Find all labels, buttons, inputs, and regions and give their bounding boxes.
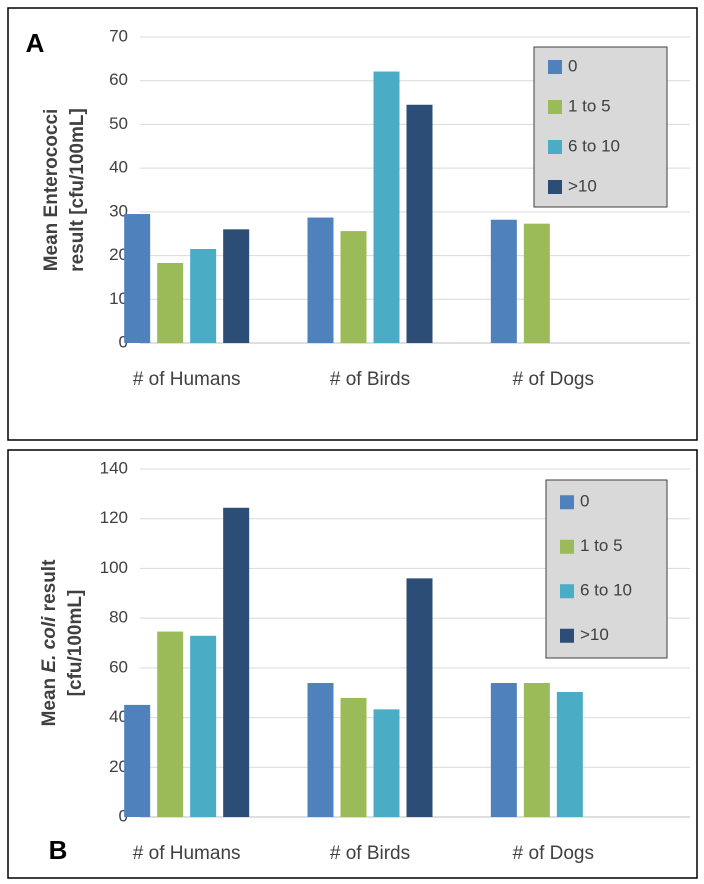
y-tick-label: 10 bbox=[109, 289, 128, 308]
x-tick-label: # of Birds bbox=[330, 843, 410, 864]
bar bbox=[406, 104, 433, 343]
bar bbox=[307, 217, 334, 343]
y-tick-label: 0 bbox=[119, 806, 128, 825]
panel-label: B bbox=[49, 835, 68, 865]
x-tick-label: # of Dogs bbox=[513, 369, 594, 390]
bar bbox=[490, 219, 517, 343]
y-tick-label: 140 bbox=[100, 458, 128, 477]
panel-label: A bbox=[26, 28, 45, 58]
y-axis-label-part: result [cfu/100mL] bbox=[67, 108, 88, 272]
y-tick-label: 120 bbox=[100, 508, 128, 527]
bar bbox=[157, 631, 184, 817]
legend-label: 6 to 10 bbox=[568, 136, 620, 155]
y-tick-label: 50 bbox=[109, 114, 128, 133]
y-axis-label-part: Mean Enterococci bbox=[41, 109, 62, 272]
bar bbox=[373, 71, 400, 343]
bar bbox=[307, 683, 334, 817]
x-tick-label: # of Dogs bbox=[513, 843, 594, 864]
bar bbox=[340, 697, 367, 817]
y-tick-label: 20 bbox=[109, 245, 128, 264]
bar bbox=[190, 635, 217, 817]
y-axis-label-part: E. coli bbox=[39, 616, 60, 673]
bar bbox=[124, 704, 151, 817]
y-axis-label: Mean E. coli result bbox=[39, 559, 60, 727]
x-tick-label: # of Birds bbox=[330, 369, 410, 390]
y-tick-label: 70 bbox=[109, 26, 128, 45]
bar bbox=[406, 578, 433, 817]
x-tick-label: # of Humans bbox=[133, 843, 241, 864]
bar bbox=[124, 214, 151, 343]
bar bbox=[556, 691, 583, 817]
y-axis-label: Mean Enterococci bbox=[41, 109, 62, 272]
bar bbox=[373, 709, 400, 817]
y-tick-label: 40 bbox=[109, 158, 128, 177]
legend-swatch bbox=[548, 60, 562, 74]
legend-box bbox=[545, 479, 668, 659]
panel-border bbox=[7, 449, 698, 879]
y-axis-label-part: result bbox=[39, 559, 60, 617]
y-tick-label: 30 bbox=[109, 201, 128, 220]
bar bbox=[157, 263, 184, 343]
legend-swatch bbox=[560, 539, 574, 554]
y-tick-label: 40 bbox=[109, 707, 128, 726]
y-axis-label-part: Mean bbox=[39, 673, 60, 727]
bar bbox=[340, 231, 367, 343]
legend-label: 1 to 5 bbox=[580, 536, 623, 555]
y-tick-label: 60 bbox=[109, 657, 128, 676]
x-tick-label: # of Humans bbox=[133, 369, 241, 390]
panel-border bbox=[7, 7, 698, 441]
legend-swatch bbox=[548, 100, 562, 114]
legend-swatch bbox=[548, 140, 562, 154]
legend-swatch bbox=[560, 628, 574, 643]
legend-swatch bbox=[548, 180, 562, 194]
legend-label: >10 bbox=[580, 625, 609, 644]
y-axis-label: [cfu/100mL] bbox=[65, 590, 86, 697]
y-axis-label-part: [cfu/100mL] bbox=[65, 590, 86, 697]
legend-swatch bbox=[560, 584, 574, 599]
legend-label: 0 bbox=[580, 492, 589, 511]
bar bbox=[190, 249, 217, 343]
bar bbox=[490, 683, 517, 817]
legend-label: 0 bbox=[568, 56, 577, 75]
legend-swatch bbox=[560, 495, 574, 510]
bar bbox=[223, 507, 250, 817]
y-tick-label: 80 bbox=[109, 608, 128, 627]
legend-label: >10 bbox=[568, 176, 597, 195]
bar bbox=[523, 223, 550, 343]
y-tick-label: 0 bbox=[119, 332, 128, 351]
y-tick-label: 20 bbox=[109, 757, 128, 776]
y-axis-label: result [cfu/100mL] bbox=[67, 108, 88, 272]
y-tick-label: 60 bbox=[109, 70, 128, 89]
legend-label: 1 to 5 bbox=[568, 96, 611, 115]
legend-label: 6 to 10 bbox=[580, 581, 632, 600]
y-tick-label: 100 bbox=[100, 558, 128, 577]
bar bbox=[223, 229, 250, 343]
bar bbox=[523, 683, 550, 817]
